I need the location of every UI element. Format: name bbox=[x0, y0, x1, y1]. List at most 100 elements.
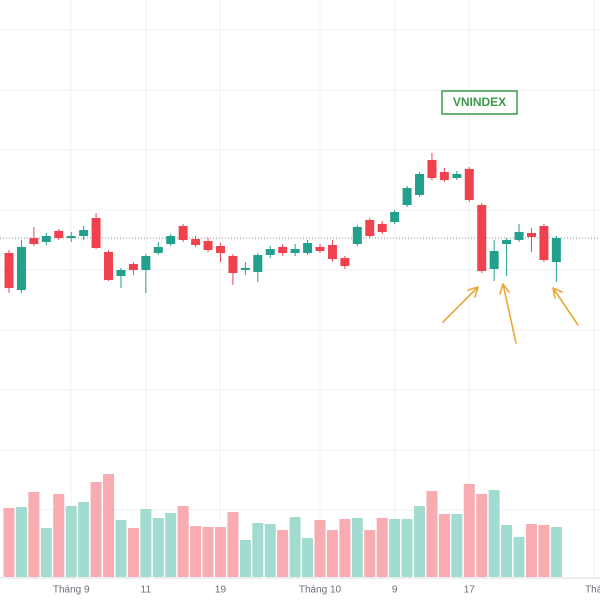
candle-body bbox=[290, 249, 300, 253]
candle-body bbox=[551, 238, 561, 262]
candle-body bbox=[390, 212, 400, 222]
candle-body bbox=[29, 238, 39, 244]
volume-bar bbox=[463, 484, 475, 577]
candle-body bbox=[203, 241, 213, 250]
volume-bar bbox=[376, 518, 388, 577]
candle-body bbox=[365, 220, 375, 236]
volume-bar bbox=[90, 482, 102, 577]
volume-bar bbox=[513, 537, 525, 577]
candle-body bbox=[539, 226, 549, 260]
volume-bar bbox=[414, 506, 426, 577]
label-box bbox=[441, 90, 518, 115]
candle-body bbox=[178, 226, 188, 240]
volume-bar bbox=[152, 518, 164, 577]
volume-bar bbox=[264, 524, 276, 577]
volume-bar bbox=[550, 527, 562, 577]
volume-bar bbox=[438, 514, 450, 577]
volume-bar bbox=[314, 520, 326, 577]
volume-bar bbox=[426, 491, 438, 577]
volume-bar bbox=[351, 518, 363, 577]
volume-bar bbox=[364, 530, 376, 577]
volume-bar bbox=[401, 519, 413, 577]
x-tick-label: Tháng 10 bbox=[299, 585, 342, 596]
candle-body bbox=[502, 240, 512, 244]
candle-body bbox=[54, 231, 64, 238]
volume-bar bbox=[65, 506, 77, 577]
candle-body bbox=[191, 239, 201, 245]
candle-body bbox=[104, 252, 114, 280]
candle-body bbox=[41, 236, 51, 242]
volume-bar bbox=[277, 530, 289, 577]
volume-bar bbox=[165, 513, 177, 577]
volume-bar bbox=[389, 519, 401, 577]
candle-body bbox=[141, 256, 151, 270]
x-tick-label: Thá bbox=[585, 585, 600, 596]
volume-bar bbox=[202, 527, 214, 577]
annotation-arrows bbox=[442, 283, 579, 344]
volume-bar bbox=[78, 502, 90, 577]
candle-body bbox=[489, 251, 499, 269]
x-tick-label: 19 bbox=[215, 585, 227, 596]
x-tick-label: 9 bbox=[392, 585, 398, 596]
volume-bar bbox=[190, 526, 202, 577]
volume-bar bbox=[252, 523, 264, 577]
volume-bar bbox=[127, 528, 139, 577]
candle-body bbox=[16, 247, 26, 290]
candle-body bbox=[477, 205, 487, 271]
candle-body bbox=[315, 247, 325, 251]
volume-bar bbox=[214, 527, 226, 577]
volume-bar bbox=[177, 506, 189, 577]
volume-bar bbox=[227, 512, 239, 577]
candle-body bbox=[166, 236, 176, 244]
volume-bar bbox=[103, 474, 115, 577]
x-tick-label: Tháng 9 bbox=[53, 585, 90, 596]
volume-bar bbox=[538, 525, 550, 577]
candle-body bbox=[66, 236, 76, 238]
volume-bar bbox=[15, 507, 27, 577]
candle-body bbox=[340, 258, 350, 266]
candle-body bbox=[215, 246, 225, 253]
candle-body bbox=[327, 245, 337, 259]
volume-bar bbox=[115, 520, 127, 577]
volume-bar bbox=[302, 538, 314, 577]
symbol-label: VNINDEX bbox=[453, 95, 506, 109]
volume-bar bbox=[488, 490, 500, 577]
volume-bar bbox=[140, 509, 152, 577]
candle-body bbox=[228, 256, 238, 273]
volume-bar bbox=[53, 494, 65, 577]
candle-body bbox=[116, 270, 126, 276]
candle-body bbox=[427, 160, 437, 178]
volume-bar bbox=[28, 492, 40, 577]
volume-bar bbox=[525, 524, 537, 577]
candle-body bbox=[526, 233, 536, 237]
candle-body bbox=[464, 169, 474, 200]
candle-body bbox=[352, 227, 362, 244]
volume-bar bbox=[339, 519, 351, 577]
candle-body bbox=[452, 174, 462, 178]
candle-body bbox=[439, 172, 449, 180]
x-tick-label: 17 bbox=[464, 585, 476, 596]
candle-body bbox=[128, 264, 138, 270]
volume-bar bbox=[239, 540, 251, 577]
candle-body bbox=[514, 232, 524, 240]
volume-bar bbox=[40, 528, 52, 577]
candle-body bbox=[153, 247, 163, 253]
volume-bar bbox=[501, 525, 513, 577]
candle-body bbox=[79, 230, 89, 236]
grid bbox=[0, 0, 600, 578]
x-tick-label: 11 bbox=[141, 585, 152, 596]
candle-body bbox=[278, 247, 288, 253]
volume-bar bbox=[451, 514, 463, 577]
volume-bar bbox=[326, 530, 338, 577]
plot bbox=[0, 153, 600, 577]
candle-body bbox=[4, 253, 14, 288]
volume-bar bbox=[476, 494, 488, 577]
candle-body bbox=[253, 255, 263, 272]
volume-bar bbox=[3, 508, 15, 577]
volume-bar bbox=[289, 517, 301, 577]
candle-body bbox=[240, 268, 250, 270]
candle-body bbox=[265, 249, 275, 255]
candle-body bbox=[377, 224, 387, 232]
candle-body bbox=[402, 188, 412, 205]
